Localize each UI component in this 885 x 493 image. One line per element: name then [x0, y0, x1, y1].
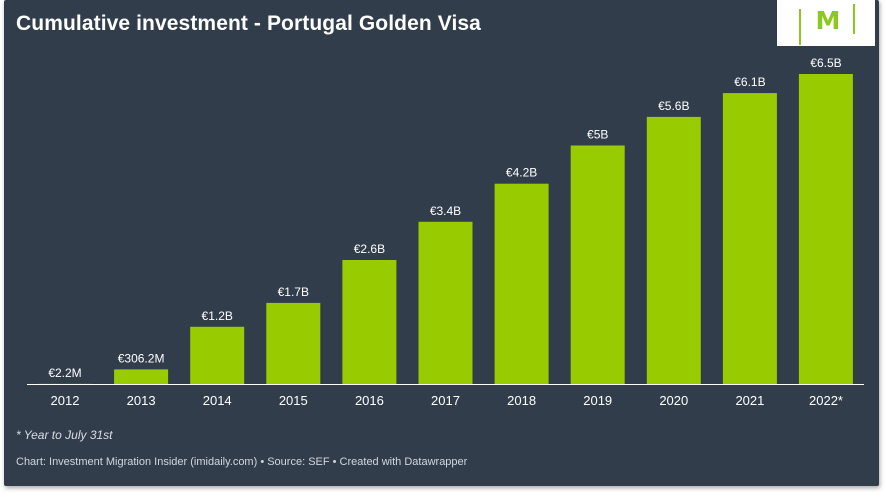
- x-tick-2013: 2013: [127, 393, 156, 408]
- bar-2021: [722, 93, 777, 384]
- source-credit: Chart: Investment Migration Insider (imi…: [16, 456, 468, 468]
- x-tick-2014: 2014: [203, 393, 232, 408]
- x-tick-2018: 2018: [507, 393, 536, 408]
- data-label-2020: €5.6B: [658, 99, 689, 113]
- bar-2018: [494, 183, 549, 384]
- logo-left-bar: [799, 9, 801, 45]
- x-tick-2016: 2016: [355, 393, 384, 408]
- bar-2020: [646, 116, 701, 385]
- data-label-2015: €1.7B: [278, 285, 309, 299]
- bar-2013: [114, 369, 169, 384]
- x-tick-2021: 2021: [735, 393, 764, 408]
- data-label-2021: €6.1B: [734, 75, 765, 89]
- logo-right-bar: [853, 4, 855, 34]
- x-tick-2012: 2012: [51, 393, 80, 408]
- x-tick-2020: 2020: [659, 393, 688, 408]
- data-label-2014: €1.2B: [202, 309, 233, 323]
- data-label-2018: €4.2B: [506, 166, 537, 180]
- data-label-2016: €2.6B: [354, 242, 385, 256]
- data-label-2013: €306.2M: [118, 351, 165, 365]
- bar-2016: [342, 260, 397, 384]
- logo-letter: M: [815, 6, 841, 35]
- data-label-2022*: €6.5B: [810, 56, 841, 70]
- x-tick-2015: 2015: [279, 393, 308, 408]
- data-label-2019: €5B: [587, 128, 608, 142]
- bar-2014: [190, 326, 245, 384]
- footnote: * Year to July 31st: [16, 428, 113, 442]
- chart-title: Cumulative investment - Portugal Golden …: [16, 12, 481, 35]
- x-tick-2022*: 2022*: [809, 393, 843, 408]
- x-tick-2017: 2017: [431, 393, 460, 408]
- chart-card: Cumulative investment - Portugal Golden …: [4, 0, 879, 486]
- data-label-2012: €2.2M: [48, 366, 81, 380]
- bar-chart: €2.2M 2012 €306.2M 2013 €1.2B 2014 €1.7B 2015 €2…: [27, 56, 864, 408]
- bar-2017: [418, 221, 473, 384]
- x-tick-2019: 2019: [583, 393, 612, 408]
- data-label-2017: €3.4B: [430, 204, 461, 218]
- bar-2015: [266, 302, 321, 384]
- brand-logo: M: [777, 0, 875, 46]
- bar-2019: [570, 145, 625, 384]
- bar-2022*: [798, 74, 853, 384]
